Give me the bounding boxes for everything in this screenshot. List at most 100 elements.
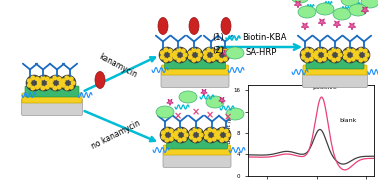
Text: (1): (1) [212, 33, 224, 42]
Ellipse shape [226, 108, 244, 120]
Circle shape [208, 138, 212, 143]
Circle shape [187, 47, 203, 63]
Polygon shape [294, 1, 302, 8]
Circle shape [304, 58, 309, 63]
Text: positive: positive [313, 85, 337, 90]
Circle shape [218, 47, 223, 52]
Circle shape [314, 55, 319, 60]
Circle shape [346, 47, 351, 52]
Circle shape [169, 137, 174, 142]
Circle shape [164, 138, 169, 143]
Ellipse shape [226, 47, 244, 59]
Text: ×: × [192, 107, 200, 117]
Circle shape [57, 85, 62, 90]
Circle shape [170, 52, 175, 58]
Circle shape [224, 129, 229, 133]
Circle shape [172, 47, 188, 63]
Text: blank: blank [340, 118, 357, 123]
Circle shape [191, 47, 196, 52]
Circle shape [211, 49, 216, 53]
Ellipse shape [221, 18, 231, 35]
Circle shape [52, 86, 57, 90]
Circle shape [40, 86, 45, 90]
Circle shape [343, 55, 348, 60]
FancyBboxPatch shape [163, 150, 231, 167]
Circle shape [363, 57, 368, 62]
Circle shape [188, 127, 204, 143]
Circle shape [49, 83, 54, 88]
Circle shape [35, 85, 40, 90]
Ellipse shape [291, 0, 309, 3]
Circle shape [322, 49, 327, 53]
Circle shape [354, 47, 370, 63]
Polygon shape [348, 23, 356, 30]
Circle shape [189, 135, 194, 140]
Circle shape [37, 81, 42, 85]
Circle shape [171, 132, 176, 138]
Circle shape [336, 57, 341, 62]
Polygon shape [167, 99, 174, 106]
Circle shape [346, 58, 351, 63]
Circle shape [163, 47, 168, 52]
Circle shape [49, 78, 54, 83]
Circle shape [358, 58, 363, 63]
Circle shape [223, 49, 228, 53]
Circle shape [332, 58, 336, 63]
Circle shape [332, 47, 336, 52]
FancyBboxPatch shape [164, 145, 231, 155]
Circle shape [177, 127, 182, 132]
FancyBboxPatch shape [302, 71, 367, 87]
Circle shape [355, 55, 360, 60]
Circle shape [174, 135, 179, 140]
FancyBboxPatch shape [161, 65, 228, 75]
Circle shape [192, 127, 197, 132]
Circle shape [36, 75, 52, 91]
Circle shape [202, 47, 218, 63]
Circle shape [192, 138, 197, 143]
Circle shape [215, 127, 231, 143]
Circle shape [365, 52, 370, 58]
Text: kanamycin: kanamycin [98, 52, 139, 80]
Circle shape [313, 47, 329, 63]
Circle shape [304, 47, 309, 52]
Circle shape [216, 135, 221, 140]
Circle shape [169, 129, 174, 133]
Circle shape [30, 86, 35, 90]
Circle shape [324, 52, 329, 58]
Circle shape [311, 52, 316, 58]
Ellipse shape [206, 96, 224, 108]
Circle shape [30, 75, 35, 80]
FancyBboxPatch shape [25, 86, 79, 97]
Circle shape [214, 132, 219, 138]
Ellipse shape [316, 3, 334, 15]
Ellipse shape [156, 106, 174, 118]
Text: ×: × [224, 112, 232, 122]
Polygon shape [318, 19, 326, 26]
Text: (2): (2) [212, 46, 224, 55]
Circle shape [204, 135, 209, 140]
Circle shape [35, 76, 40, 81]
Circle shape [225, 52, 230, 58]
Circle shape [314, 50, 319, 55]
Ellipse shape [189, 18, 199, 35]
Circle shape [173, 50, 178, 55]
FancyBboxPatch shape [166, 138, 228, 149]
Circle shape [48, 75, 64, 91]
Circle shape [197, 129, 202, 133]
Circle shape [343, 50, 348, 55]
Circle shape [173, 127, 189, 143]
Polygon shape [333, 21, 341, 28]
Circle shape [224, 137, 229, 142]
Circle shape [204, 130, 209, 135]
FancyBboxPatch shape [22, 98, 82, 115]
Text: Biotin-KBA: Biotin-KBA [242, 33, 287, 42]
Circle shape [163, 58, 168, 63]
Circle shape [168, 57, 173, 62]
Circle shape [226, 132, 231, 138]
Circle shape [57, 76, 62, 81]
Circle shape [71, 81, 76, 85]
Circle shape [60, 75, 76, 91]
Circle shape [64, 75, 69, 80]
Ellipse shape [95, 71, 105, 89]
Circle shape [203, 55, 208, 60]
